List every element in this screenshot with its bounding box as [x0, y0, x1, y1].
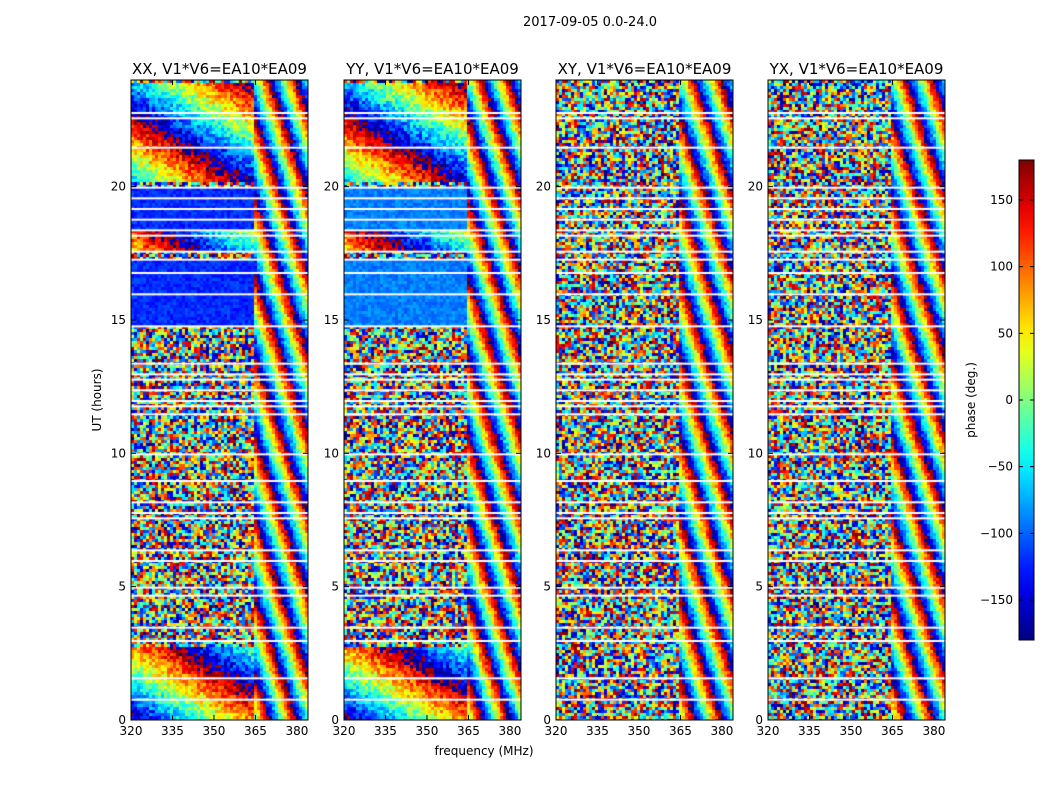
phase-heatmap [131, 80, 308, 720]
panel-yy: YY, V1*V6=EA10*EA09 320 335 350 365 380 0 5 10 15… [324, 60, 522, 738]
y-tick-label: 0 [543, 713, 551, 727]
x-axis-label: frequency (MHz) [434, 744, 533, 758]
x-tick-label: 335 [374, 724, 397, 738]
y-tick-label: 15 [536, 313, 551, 327]
y-tick-label: 20 [536, 180, 551, 194]
phase-heatmap [344, 80, 521, 720]
panel-title: YX, V1*V6=EA10*EA09 [769, 60, 944, 78]
y-tick-label: 10 [748, 446, 763, 460]
panel-xy: XY, V1*V6=EA10*EA09 320 335 350 365 380 0 5 10 15… [536, 60, 734, 738]
colorbar-tick-label: 150 [990, 193, 1013, 207]
y-tick-label: 5 [331, 580, 339, 594]
y-tick-label: 20 [748, 180, 763, 194]
x-tick-label: 365 [881, 724, 904, 738]
y-tick-label: 10 [324, 446, 339, 460]
y-tick-label: 0 [755, 713, 763, 727]
colorbar-tick-label: −50 [988, 460, 1013, 474]
x-tick-label: 380 [285, 724, 308, 738]
panels: XX, V1*V6=EA10*EA09 320 335 350 365 380 0 5 10 15… [111, 60, 946, 738]
y-tick-label: 15 [111, 313, 126, 327]
y-tick-label: 20 [111, 180, 126, 194]
x-tick-label: 380 [710, 724, 733, 738]
y-tick-label: 15 [748, 313, 763, 327]
axes-frame [555, 79, 734, 721]
x-tick-label: 365 [244, 724, 267, 738]
x-tick-label: 335 [161, 724, 184, 738]
y-tick-label: 5 [118, 580, 126, 594]
panel-title: XY, V1*V6=EA10*EA09 [558, 60, 732, 78]
axes-frame [343, 79, 522, 721]
colorbar-tick-label: −100 [980, 526, 1013, 540]
colorbar-label: phase (deg.) [964, 362, 978, 438]
y-tick-label: 0 [118, 713, 126, 727]
panel-xx: XX, V1*V6=EA10*EA09 320 335 350 365 380 0 5 10 15… [111, 60, 309, 738]
y-tick-label: 10 [111, 446, 126, 460]
axes-frame [130, 79, 309, 721]
x-tick-label: 320 [545, 724, 568, 738]
y-tick-label: 15 [324, 313, 339, 327]
x-tick-label: 380 [922, 724, 945, 738]
x-tick-label: 350 [203, 724, 226, 738]
panel-yx: YX, V1*V6=EA10*EA09 320 335 350 365 380 0 5 10 15… [748, 60, 946, 738]
y-axis-label: UT (hours) [90, 368, 104, 431]
x-tick-label: 350 [628, 724, 651, 738]
panel-title: YY, V1*V6=EA10*EA09 [345, 60, 519, 78]
figure-suptitle: 2017-09-05 0.0-24.0 [523, 15, 657, 30]
phase-heatmap [768, 80, 945, 720]
colorbar-tick-label: −150 [980, 593, 1013, 607]
x-tick-label: 320 [120, 724, 143, 738]
x-tick-label: 365 [669, 724, 692, 738]
y-tick-label: 5 [755, 580, 763, 594]
x-tick-label: 350 [416, 724, 439, 738]
y-tick-label: 20 [324, 180, 339, 194]
x-tick-label: 335 [586, 724, 609, 738]
colorbar: 150 100 50 0 −50 −100 −150 [980, 159, 1035, 641]
x-tick-label: 335 [798, 724, 821, 738]
y-tick-label: 10 [536, 446, 551, 460]
x-tick-label: 320 [333, 724, 356, 738]
x-tick-label: 320 [757, 724, 780, 738]
x-tick-label: 365 [457, 724, 480, 738]
phase-heatmap [556, 80, 733, 720]
x-tick-label: 350 [840, 724, 863, 738]
colorbar-tick-label: 0 [1005, 393, 1013, 407]
y-tick-label: 5 [543, 580, 551, 594]
axes-frame [767, 79, 946, 721]
y-tick-label: 0 [331, 713, 339, 727]
x-tick-label: 380 [498, 724, 521, 738]
colorbar-tick-label: 50 [998, 326, 1013, 340]
panel-title: XX, V1*V6=EA10*EA09 [132, 60, 307, 78]
colorbar-tick-label: 100 [990, 260, 1013, 274]
